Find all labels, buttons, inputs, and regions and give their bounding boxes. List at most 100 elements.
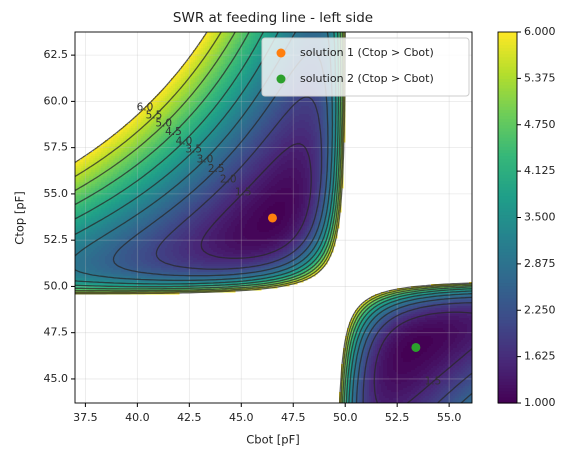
field-cell [197,52,200,55]
field-cell [225,100,228,103]
field-cell [237,86,240,89]
field-cell [279,128,284,131]
field-cell [219,88,222,91]
field-cell [137,150,140,153]
field-cell [329,116,332,119]
field-cell [179,154,182,157]
field-cell [205,58,210,61]
field-cell [149,158,152,161]
field-cell [243,114,248,117]
field-cell [125,144,128,147]
field-cell [235,112,238,115]
field-cell [207,42,210,45]
field-cell [209,148,214,151]
field-cell [253,94,256,97]
field-cell [193,112,198,115]
field-cell [225,172,230,175]
field-cell [259,152,264,155]
field-cell [195,100,200,103]
field-cell [187,172,192,175]
field-cell [197,98,202,101]
field-cell [281,126,286,129]
field-cell [277,150,284,153]
field-cell [301,162,308,165]
field-cell [243,52,246,55]
field-cell [259,120,264,123]
field-cell [235,34,238,37]
field-cell [227,52,230,55]
field-cell [223,54,226,57]
field-cell [199,76,204,79]
field-cell [289,104,296,107]
field-cell [163,156,168,159]
field-cell [153,152,156,155]
field-cell [205,146,210,149]
field-cell [255,170,260,173]
field-cell [223,144,226,147]
field-cell [245,136,248,139]
field-cell [229,128,234,131]
field-cell [249,52,252,55]
field-cell [157,170,162,173]
field-cell [285,126,292,129]
field-cell [247,124,252,127]
field-cell [135,174,138,177]
field-cell [207,40,210,43]
field-cell [213,164,218,167]
field-cell [227,160,232,163]
field-cell [163,118,166,121]
field-cell [297,158,306,161]
field-cell [169,152,172,155]
field-cell [175,174,180,177]
field-cell [223,106,226,109]
field-cell [259,66,264,69]
field-cell [207,84,210,87]
field-cell [163,176,168,179]
field-cell [75,176,80,179]
field-cell [179,110,182,113]
field-cell [287,136,296,139]
field-cell [161,104,164,107]
field-cell [197,50,200,53]
field-cell [223,60,226,63]
field-cell [209,128,214,131]
field-cell [309,156,314,159]
field-cell [131,124,134,127]
field-cell [231,144,236,147]
field-cell [241,58,244,61]
field-cell [101,164,104,167]
field-cell [75,168,78,171]
field-cell [265,154,270,157]
field-cell [201,56,204,59]
field-cell [159,142,162,145]
field-cell [273,124,278,127]
field-cell [195,126,198,129]
field-cell [195,104,198,107]
field-cell [257,72,260,75]
field-cell [125,174,128,177]
field-cell [239,32,242,35]
field-cell [159,174,162,177]
field-cell [207,100,210,103]
field-cell [311,170,314,173]
field-cell [151,146,154,149]
field-cell [189,90,192,93]
field-cell [109,138,112,141]
field-cell [227,72,230,75]
field-cell [215,116,218,119]
field-cell [295,98,316,101]
field-cell [265,148,270,151]
field-cell [149,106,154,109]
field-cell [159,108,162,111]
field-cell [249,96,252,99]
field-cell [201,170,204,173]
field-cell [183,136,186,139]
field-cell [255,74,258,77]
field-cell [321,102,324,105]
field-cell [319,156,322,159]
field-cell [181,80,186,83]
field-cell [197,132,202,135]
field-cell [181,94,184,97]
field-cell [103,176,108,179]
